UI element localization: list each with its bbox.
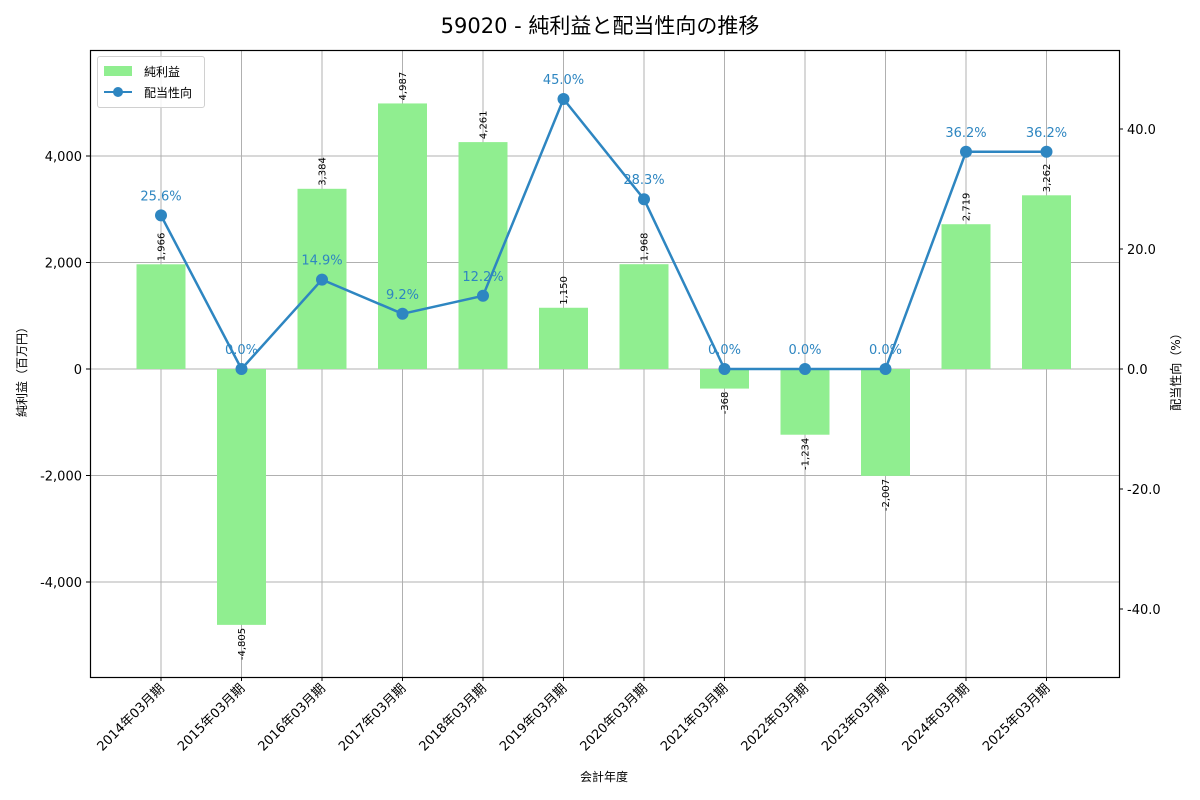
x-tick-label: 2015年03月期 [175, 681, 248, 754]
left-tick-label: 0 [74, 363, 82, 378]
payout-ratio-labels: 25.6% 0.0% 14.9% 9.2% 12.2% 45.0% 28.3% 0.0% 0.0… [140, 73, 1067, 358]
bar-value-label: -4,805 [237, 628, 248, 660]
left-tick-label: -4,000 [40, 576, 82, 591]
payout-ratio-marker [960, 145, 972, 158]
right-tick-label: -20.0 [1127, 483, 1161, 498]
bar-value-labels: 1,966 -4,805 3,384 4,987 4,261 1,150 1,968 -368… [157, 72, 1054, 660]
bar-value-label: 2,719 [962, 193, 973, 222]
x-tick-label: 2022年03月期 [739, 681, 812, 754]
payout-ratio-marker [235, 363, 248, 375]
left-tick-label: 4,000 [45, 150, 82, 165]
bar-value-label: -2,007 [881, 479, 892, 511]
net-income-bars [136, 103, 1071, 625]
right-tick-label: 40.0 [1127, 123, 1156, 138]
bar-2019年03月期 [539, 307, 588, 369]
plot-frame [89, 49, 1121, 679]
payout-ratio-marker [396, 307, 409, 320]
legend-item-payout-ratio: 配当性向 [104, 83, 192, 101]
bar-value-label: 3,384 [318, 157, 329, 186]
bar-value-label: 1,968 [640, 233, 651, 262]
payout-ratio-value-label: 36.2% [945, 126, 986, 141]
payout-ratio-value-label: 25.6% [140, 189, 181, 204]
right-tick-label: 20.0 [1127, 243, 1156, 258]
x-tick-label: 2019年03月期 [497, 681, 570, 754]
bar-2024年03月期 [941, 224, 991, 369]
payout-ratio-marker [477, 289, 489, 302]
payout-ratio-value-label: 0.0% [788, 343, 821, 358]
payout-ratio-value-label: 14.9% [301, 254, 342, 269]
bar-2021年03月期 [700, 369, 749, 389]
bar-2022年03月期 [780, 369, 830, 435]
bar-value-label: 3,262 [1042, 164, 1053, 193]
x-axis: 2014年03月期 2015年03月期 2016年03月期 2017年03月期 2018… [95, 677, 1053, 755]
payout-ratio-marker [799, 363, 811, 375]
payout-ratio-value-label: 0.0% [225, 343, 258, 358]
payout-ratio-marker [879, 363, 892, 375]
bar-2020年03月期 [619, 264, 669, 369]
right-tick-label: 0.0 [1127, 363, 1148, 378]
chart-title: 59020 - 純利益と配当性向の推移 [440, 14, 760, 38]
x-tick-label: 2017年03月期 [336, 681, 409, 754]
x-tick-label: 2020年03月期 [578, 681, 651, 754]
x-tick-label: 2021年03月期 [658, 681, 731, 754]
line-marker-swatch-icon [104, 86, 132, 98]
x-tick-label: 2016年03月期 [256, 681, 329, 754]
left-y-axis: 4,000 2,000 0 -2,000 -4,000 [40, 150, 90, 591]
payout-ratio-marker [316, 273, 328, 286]
bar-2015年03月期 [217, 369, 266, 625]
payout-ratio-marker [718, 363, 731, 375]
bar-2017年03月期 [378, 103, 427, 369]
payout-ratio-marker [155, 209, 167, 222]
legend-label-net-income: 純利益 [144, 64, 181, 79]
x-axis-label: 会計年度 [580, 769, 628, 784]
payout-ratio-value-label: 12.2% [462, 270, 503, 285]
bar-value-label: 1,966 [157, 233, 168, 262]
bar-swatch-icon [104, 66, 132, 76]
payout-ratio-marker [1040, 145, 1053, 158]
legend: 純利益 配当性向 [97, 56, 205, 108]
x-tick-label: 2018年03月期 [417, 681, 490, 754]
bar-value-label: 1,150 [559, 276, 570, 305]
bar-2023年03月期 [861, 369, 910, 476]
payout-ratio-value-label: 45.0% [543, 73, 584, 88]
bar-value-label: -368 [720, 392, 731, 415]
right-y-axis: 40.0 20.0 0.0 -20.0 -40.0 [1119, 123, 1161, 618]
payout-ratio-value-label: 9.2% [386, 288, 419, 303]
bar-2025年03月期 [1022, 195, 1071, 369]
bar-value-label: -1,234 [801, 438, 812, 470]
bar-value-label: 4,261 [479, 110, 490, 139]
x-tick-label: 2025年03月期 [980, 681, 1053, 754]
x-tick-label: 2024年03月期 [900, 681, 973, 754]
right-y-axis-label: 配当性向（%） [1168, 327, 1183, 410]
left-y-axis-label: 純利益（百万円） [15, 321, 29, 417]
right-tick-label: -40.0 [1127, 603, 1161, 618]
payout-ratio-line [155, 93, 1053, 375]
x-tick-label: 2014年03月期 [95, 681, 168, 754]
payout-ratio-value-label: 28.3% [623, 173, 664, 188]
payout-ratio-marker [638, 193, 650, 206]
left-tick-label: 2,000 [45, 257, 82, 272]
legend-item-net-income: 純利益 [104, 62, 180, 80]
payout-ratio-value-label: 0.0% [869, 343, 902, 358]
legend-label-payout-ratio: 配当性向 [144, 85, 193, 100]
left-tick-label: -2,000 [40, 470, 82, 485]
bar-value-label: 4,987 [398, 72, 409, 101]
payout-ratio-marker [557, 93, 570, 105]
x-tick-label: 2023年03月期 [819, 681, 892, 754]
bar-2014年03月期 [136, 264, 186, 369]
payout-ratio-value-label: 0.0% [708, 343, 741, 358]
payout-ratio-value-label: 36.2% [1026, 126, 1067, 141]
